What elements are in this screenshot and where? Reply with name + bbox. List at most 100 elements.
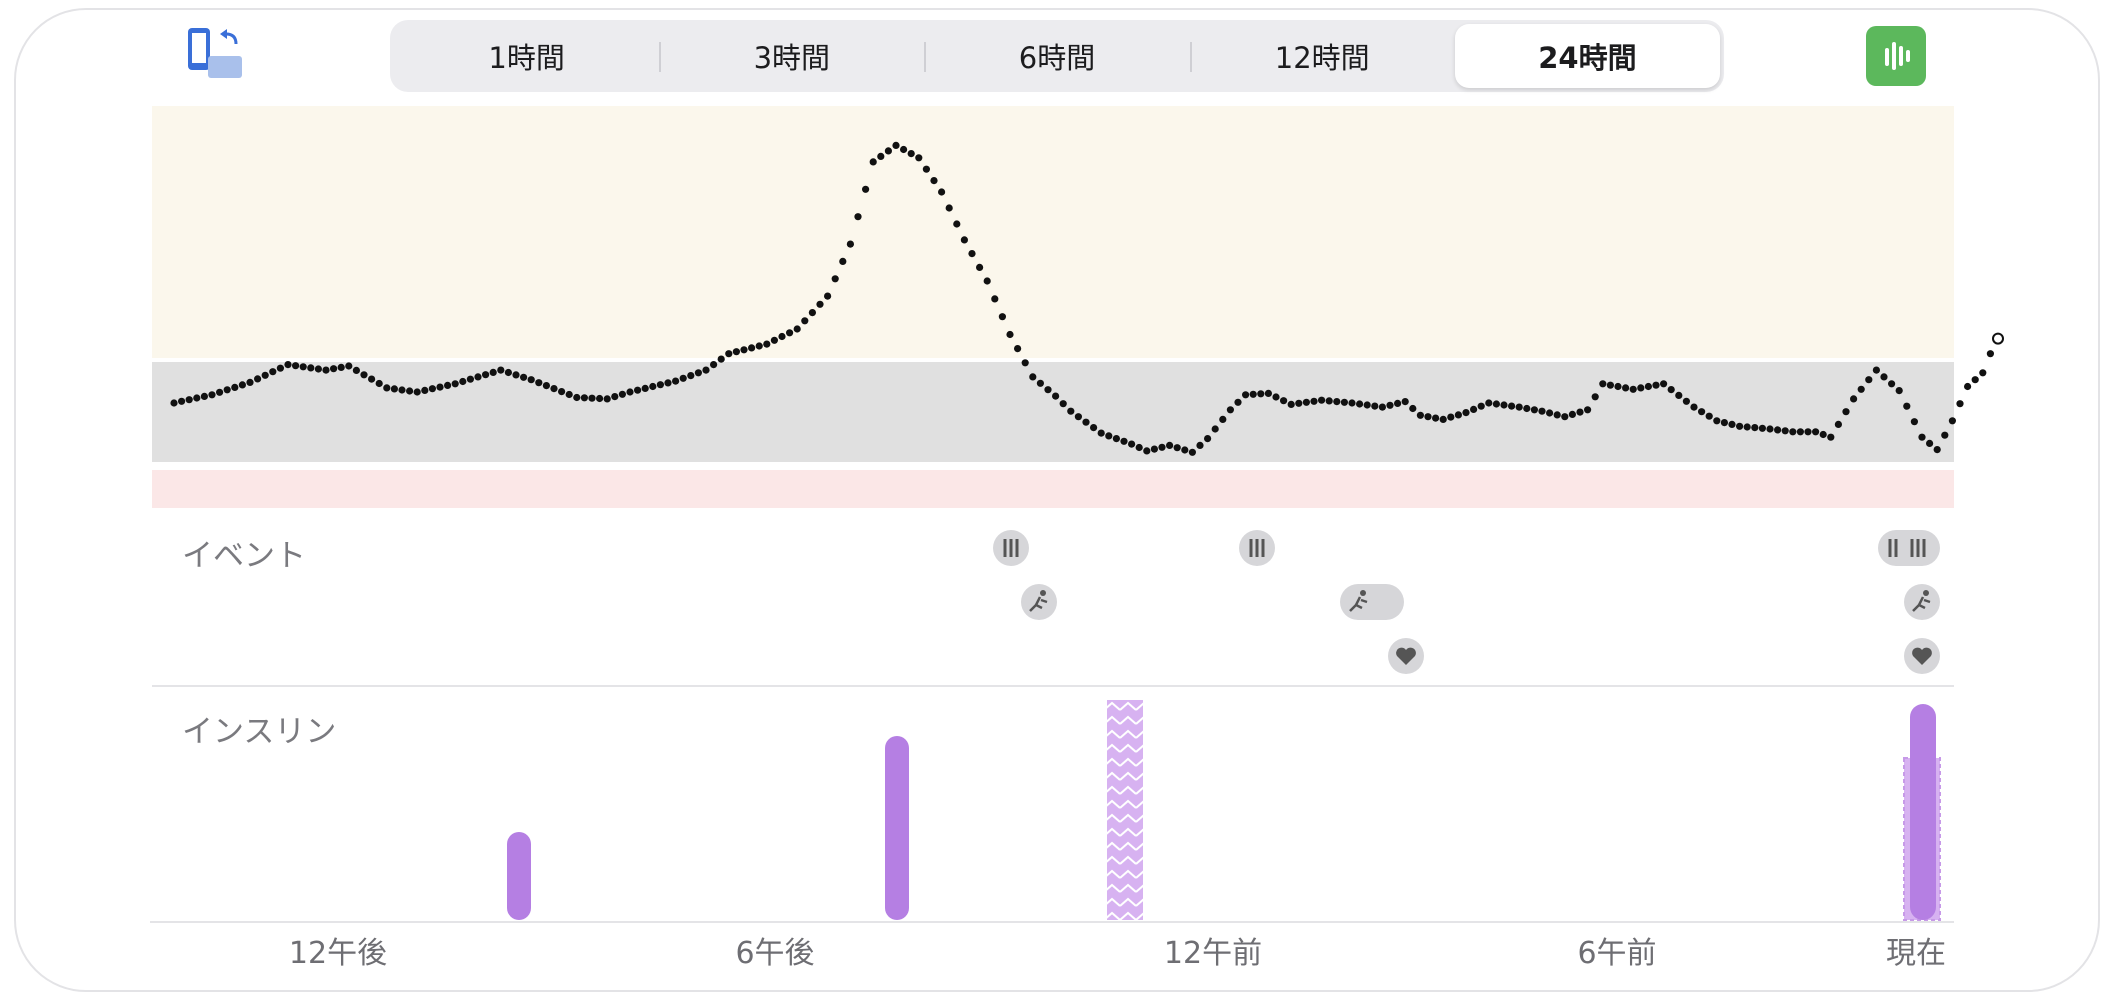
range-24h[interactable]: 24時間	[1454, 24, 1721, 88]
glucose-point	[976, 263, 984, 271]
glucose-point	[1637, 384, 1645, 392]
insulin-temp-basal[interactable]	[1107, 700, 1143, 920]
x-tick-label: 12午前	[1163, 936, 1263, 971]
glucose-point	[1150, 445, 1158, 453]
glucose-point	[383, 384, 391, 392]
glucose-point	[907, 150, 915, 158]
glucose-point	[276, 364, 284, 372]
glucose-point	[778, 332, 786, 341]
range-1h[interactable]: 1時間	[488, 41, 565, 75]
glucose-point	[1211, 425, 1219, 433]
heart-icon	[1912, 647, 1932, 665]
glucose-point	[1485, 399, 1493, 407]
insulin-bolus-2[interactable]	[885, 736, 909, 920]
insulin-bolus-1[interactable]	[507, 832, 531, 920]
insulin-bolus-3[interactable]	[1903, 704, 1941, 921]
glucose-point	[1728, 420, 1736, 428]
glucose-point	[998, 313, 1007, 321]
glucose-point	[1386, 401, 1394, 409]
glucose-point	[877, 152, 885, 160]
glucose-point	[656, 381, 665, 389]
glucose-point	[1667, 386, 1675, 394]
glucose-point	[208, 391, 216, 399]
glucose-point	[223, 386, 231, 394]
glucose-point	[1348, 399, 1356, 407]
glucose-point	[1097, 429, 1105, 437]
glucose-point	[292, 362, 300, 370]
glucose-point	[641, 384, 649, 392]
glucose-point	[808, 309, 817, 317]
bar-chart-icon[interactable]	[1866, 26, 1926, 86]
glucose-point	[1926, 439, 1934, 447]
glucose-point	[1188, 448, 1196, 456]
glucose-point	[466, 375, 474, 383]
glucose-point	[368, 375, 376, 383]
glucose-point	[846, 240, 855, 248]
glucose-point	[1196, 441, 1204, 449]
glucose-point	[527, 376, 535, 384]
glucose-point	[824, 292, 832, 300]
glucose-point	[238, 381, 246, 389]
event-exercise-1[interactable]	[1021, 584, 1057, 620]
glucose-point	[679, 374, 687, 382]
glucose-point	[869, 158, 877, 166]
glucose-point	[1295, 399, 1303, 407]
event-meal-2[interactable]	[1239, 530, 1275, 566]
range-6h[interactable]: 6時間	[924, 24, 1189, 88]
glucose-point	[1675, 391, 1683, 399]
glucose-point	[565, 390, 573, 399]
range-3h[interactable]: 3時間	[659, 24, 924, 88]
glucose-point	[1424, 413, 1432, 421]
glucose-point	[1568, 410, 1576, 418]
glucose-point	[1774, 426, 1782, 434]
glucose-point	[1629, 385, 1637, 393]
glucose-point	[626, 388, 634, 396]
glucose-point	[1690, 403, 1698, 411]
glucose-point	[1021, 359, 1029, 367]
glucose-point	[1827, 433, 1835, 441]
x-tick-label: 12午後	[288, 936, 388, 971]
glucose-point	[611, 393, 619, 401]
glucose-point	[1416, 411, 1424, 419]
glucose-point	[451, 380, 459, 388]
glucose-point	[1971, 376, 1979, 384]
glucose-point	[345, 362, 353, 370]
glucose-point	[231, 383, 239, 391]
glucose-point	[512, 371, 520, 379]
glucose-point	[193, 394, 201, 402]
event-health-1[interactable]	[1388, 638, 1424, 674]
range-12h[interactable]: 12時間	[1189, 24, 1455, 88]
event-meal-1[interactable]	[993, 530, 1029, 566]
glucose-point	[960, 236, 969, 244]
glucose-point	[1872, 366, 1880, 374]
glucose-point	[413, 388, 421, 396]
glucose-point	[1736, 422, 1744, 430]
glucose-point	[1029, 373, 1037, 381]
glucose-point	[1401, 398, 1409, 406]
event-exercise-3[interactable]	[1904, 584, 1940, 620]
insulin-label: インスリン	[182, 714, 337, 750]
x-tick-label: 6午後	[735, 936, 815, 971]
event-exercise-2[interactable]	[1340, 584, 1404, 620]
phone-rotate-icon[interactable]	[186, 26, 246, 82]
glucose-point	[1249, 390, 1257, 398]
glucose-point	[1074, 413, 1082, 421]
glucose-point	[360, 371, 368, 379]
glucose-point	[1743, 423, 1751, 431]
event-meal-3[interactable]	[1878, 530, 1940, 566]
glucose-point	[1606, 381, 1614, 389]
glucose-point	[793, 325, 801, 333]
glucose-point	[1933, 446, 1941, 454]
glucose-point	[755, 342, 763, 350]
glucose-point	[254, 375, 262, 383]
fork-knife-icon	[1249, 539, 1265, 557]
glucose-point	[580, 394, 589, 402]
event-health-2[interactable]	[1904, 638, 1940, 674]
glucose-point	[1614, 382, 1622, 391]
glucose-point	[1895, 387, 1903, 395]
glucose-point	[930, 177, 938, 185]
glucose-point	[1462, 409, 1470, 417]
glucose-point	[1112, 435, 1120, 443]
glucose-point	[1796, 428, 1804, 436]
glucose-point	[1986, 350, 1994, 358]
